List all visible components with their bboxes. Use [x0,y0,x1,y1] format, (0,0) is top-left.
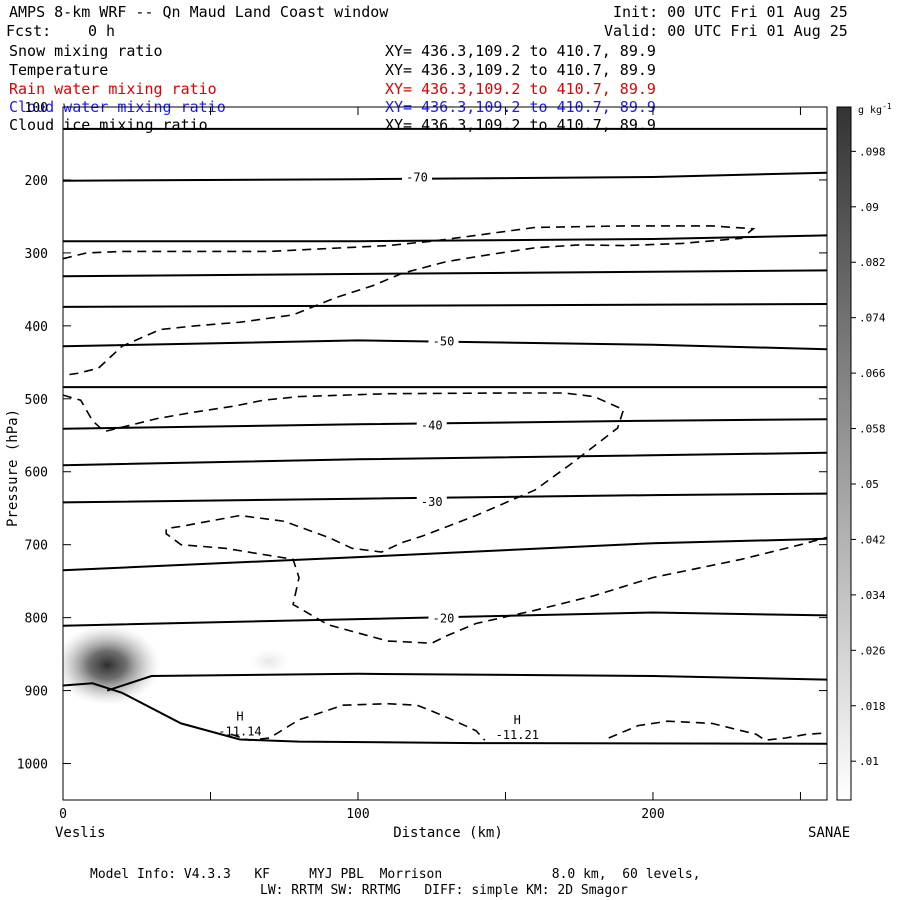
valid-time: Valid: 00 UTC Fri 01 Aug 25 [604,22,848,40]
y-tick-label: 800 [25,612,48,627]
forecast-hour: 0 h [88,22,116,40]
extremum-letter: H [514,713,521,727]
temperature-contour [63,339,827,351]
y-tick-label: 300 [25,247,48,262]
temperature-contour [63,269,827,278]
y-tick-label: 1000 [17,758,48,773]
field-xy: XY= 436.3,109.2 to 410.7, 89.9 [385,61,656,79]
cloud-ice-contour [230,702,486,742]
temperature-contour [63,537,827,572]
extremum-value: -11.14 [218,724,261,738]
model-info-line2: LW: RRTM SW: RRTMG DIFF: simple KM: 2D S… [260,883,628,898]
temperature-contour [63,492,827,504]
forecast-label: Fcst: [6,22,52,40]
chart-title: AMPS 8-km WRF -- Qn Maud Land Coast wind… [9,3,389,21]
temperature-contour-label: -70 [406,170,428,184]
temperature-contour [63,171,827,182]
field-name: Temperature [9,61,109,79]
x-start-location: Veslis [55,825,106,841]
contour-label-background [416,416,447,432]
model-info-line1: Model Info: V4.3.3 KF MYJ PBL Morrison 8… [90,867,701,882]
temperature-contour [63,303,827,308]
x-axis-title: Distance (km) [393,825,503,841]
temperature-contour-label: -30 [421,495,443,509]
temperature-contour [63,451,827,467]
colorbar-tick-label: .01 [859,755,879,768]
field-xy: XY= 436.3,109.2 to 410.7, 89.9 [385,80,656,98]
colorbar-tick-label: .034 [859,589,886,602]
colorbar-tick-label: .05 [859,478,879,491]
temperature-contour [106,672,827,692]
colorbar-unit-exponent: -1 [882,102,892,111]
temperature-contour-label: -20 [433,612,455,626]
y-tick-label: 700 [25,539,48,554]
x-tick-label: 200 [641,807,664,822]
temperature-contour [63,682,827,745]
y-tick-label: 400 [25,320,48,335]
y-tick-label: 500 [25,393,48,408]
colorbar-tick-label: .082 [859,256,886,269]
temperature-contour [63,234,827,243]
colorbar-tick-label: .074 [859,312,886,325]
temperature-contour-label: -50 [433,334,455,348]
snow-mixing-ratio-area [63,624,161,706]
y-tick-label: 600 [25,466,48,481]
x-end-location: SANAE [808,825,850,841]
y-tick-label: 200 [25,174,48,189]
temperature-contour [63,418,827,430]
plot-frame [62,106,828,801]
cloud-ice-contour [63,392,827,645]
colorbar-unit-text: g kg [858,105,882,116]
temperature-contour [63,611,827,627]
colorbar-tick-label: .018 [859,700,886,713]
x-tick-label: 0 [59,807,67,822]
y-tick-label: 100 [25,101,48,116]
extremum-value: -11.21 [496,728,539,742]
colorbar-tick-label: .042 [859,533,886,546]
x-tick-label: 100 [346,807,369,822]
colorbar-tick-label: .058 [859,423,886,436]
extremum-letter: H [236,709,243,723]
contour-label-background [416,492,447,508]
field-name: Snow mixing ratio [9,42,163,60]
init-time: Init: 00 UTC Fri 01 Aug 25 [613,3,848,21]
colorbar-tick-label: .09 [859,201,879,214]
field-xy: XY= 436.3,109.2 to 410.7, 89.9 [385,42,656,60]
colorbar-tick-label: .066 [859,367,886,380]
contour-label-background [401,168,432,184]
colorbar-tick-label: .098 [859,145,886,158]
field-name: Rain water mixing ratio [9,80,217,98]
y-tick-label: 900 [25,685,48,700]
contour-label-background [428,609,459,625]
snow-mixing-ratio-area [248,648,291,675]
colorbar-tick-label: .026 [859,644,886,657]
temperature-contour-label: -40 [421,418,443,432]
y-axis-title: Pressure (hPa) [5,409,21,527]
colorbar [836,106,852,801]
contour-label-background [428,332,459,348]
colorbar-unit: g kg-1 [858,102,892,116]
cloud-ice-contour [63,225,756,377]
cloud-ice-contour [608,720,827,742]
